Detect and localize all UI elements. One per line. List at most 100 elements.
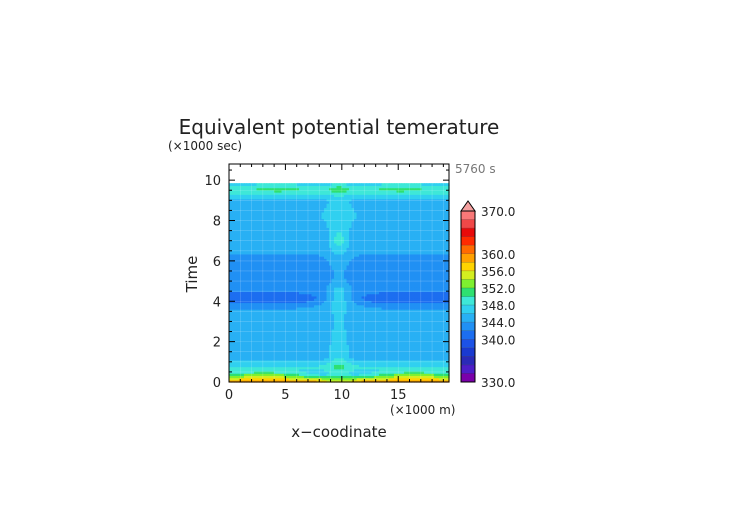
heatmap-cell <box>386 364 390 368</box>
heatmap-cell <box>379 300 383 304</box>
heatmap-cell <box>231 328 235 332</box>
heatmap-cell <box>386 258 390 262</box>
heatmap-cell <box>269 320 273 323</box>
heatmap-cell <box>276 346 280 350</box>
heatmap-cell <box>311 357 315 361</box>
heatmap-cell <box>349 293 353 297</box>
heatmap-cell <box>296 300 300 304</box>
heatmap-cell <box>294 304 298 308</box>
heatmap-cell <box>229 331 233 334</box>
heatmap-cell <box>266 364 270 368</box>
heatmap-cell <box>376 262 380 266</box>
heatmap-cell <box>389 298 393 301</box>
heatmap-cell <box>401 302 405 306</box>
heatmap-cell <box>266 317 270 321</box>
heatmap-cell <box>339 267 343 270</box>
heatmap-cell <box>354 337 358 341</box>
heatmap-cell <box>414 278 418 281</box>
heatmap-cell <box>294 306 298 310</box>
heatmap-cell <box>436 271 440 275</box>
heatmap-cell <box>339 300 343 304</box>
heatmap-cell <box>311 364 315 368</box>
heatmap-cell <box>404 340 408 343</box>
heatmap-cell <box>231 260 235 264</box>
heatmap-cell <box>294 368 298 372</box>
heatmap-cell <box>344 284 348 288</box>
heatmap-cell <box>401 300 405 304</box>
heatmap-cell <box>439 362 443 365</box>
heatmap-cell <box>426 368 430 372</box>
heatmap-cell <box>286 324 290 328</box>
heatmap-cell <box>346 364 350 368</box>
heatmap-cell <box>331 364 335 368</box>
heatmap-cell <box>446 342 450 346</box>
heatmap-cell <box>411 355 415 359</box>
heatmap-cell <box>246 331 250 334</box>
heatmap-cell <box>441 333 445 337</box>
heatmap-cell <box>336 357 340 361</box>
heatmap-cell <box>439 340 443 343</box>
heatmap-cell <box>234 306 238 310</box>
heatmap-cell <box>419 267 423 270</box>
heatmap-cell <box>306 324 310 328</box>
heatmap-cell <box>394 271 398 275</box>
heatmap-cell <box>359 368 363 372</box>
heatmap-cell <box>276 256 280 259</box>
heatmap-cell <box>256 282 260 286</box>
heatmap-cell <box>261 256 265 259</box>
heatmap-cell <box>321 278 325 281</box>
heatmap-cell <box>366 275 370 279</box>
heatmap-cell <box>286 353 290 357</box>
heatmap-cell <box>284 351 288 354</box>
heatmap-cell <box>369 377 373 381</box>
heatmap-cell <box>384 264 388 268</box>
heatmap-cell <box>351 362 355 365</box>
heatmap-cell <box>344 357 348 361</box>
heatmap-cell <box>254 262 258 266</box>
heatmap-cell <box>331 304 335 308</box>
heatmap-cell <box>336 291 340 295</box>
heatmap-cell <box>411 344 415 348</box>
heatmap-cell <box>264 346 268 350</box>
heatmap-cell <box>286 273 290 277</box>
heatmap-cell <box>431 300 435 304</box>
heatmap-cell <box>294 348 298 352</box>
heatmap-cell <box>364 273 368 277</box>
heatmap-cell <box>439 300 443 304</box>
heatmap-cell <box>236 258 240 262</box>
heatmap-cell <box>236 300 240 304</box>
heatmap-cell <box>316 262 320 266</box>
heatmap-cell <box>334 344 338 348</box>
heatmap-cell <box>424 282 428 286</box>
heatmap-cell <box>369 309 373 312</box>
heatmap-cell <box>244 267 248 270</box>
heatmap-cell <box>356 324 360 328</box>
heatmap-cell <box>401 287 405 290</box>
heatmap-cell <box>276 284 280 288</box>
heatmap-cell <box>369 258 373 262</box>
heatmap-cell <box>436 379 440 383</box>
heatmap-cell <box>414 300 418 304</box>
heatmap-cell <box>231 267 235 270</box>
heatmap-cell <box>386 337 390 341</box>
heatmap-cell <box>301 280 305 284</box>
heatmap-cell <box>426 335 430 339</box>
heatmap-cell <box>269 377 273 381</box>
heatmap-cell <box>229 287 233 290</box>
heatmap-cell <box>229 373 233 376</box>
heatmap-cell <box>414 280 418 284</box>
heatmap-cell <box>304 304 308 308</box>
heatmap-cell <box>376 346 380 350</box>
heatmap-cell <box>286 267 290 270</box>
heatmap-cell <box>309 375 313 379</box>
heatmap-cell <box>431 322 435 326</box>
heatmap-cell <box>266 351 270 354</box>
heatmap-cell <box>236 322 240 326</box>
heatmap-cell <box>314 302 318 306</box>
heatmap-cell <box>321 357 325 361</box>
heatmap-cell <box>411 295 415 299</box>
heatmap-cell <box>416 335 420 339</box>
heatmap-cell <box>311 348 315 352</box>
heatmap-cell <box>409 355 413 359</box>
heatmap-cell <box>266 295 270 299</box>
